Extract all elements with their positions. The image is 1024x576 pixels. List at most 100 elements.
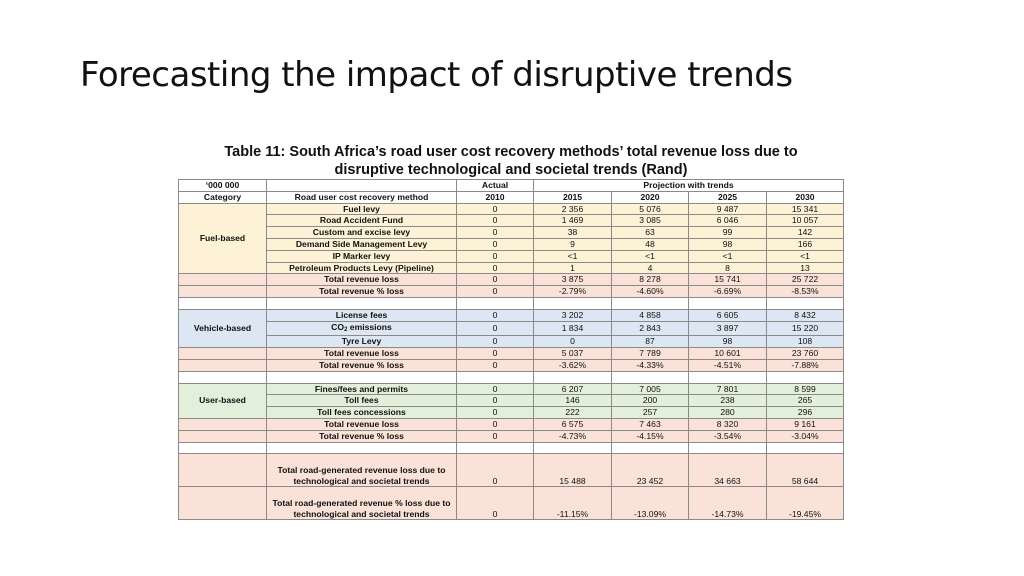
value-cell: 5 037 [533, 347, 612, 360]
method-cell: Tyre Levy [266, 335, 457, 349]
method-cell: Toll fees [266, 394, 457, 408]
header-row-1: ‘000 000 Actual Projection with trends [178, 179, 844, 192]
value-cell: 257 [611, 406, 689, 419]
value-cell: 0 [456, 226, 534, 239]
value-cell: 0 [456, 486, 534, 521]
value-cell: 7 005 [611, 382, 689, 396]
value-cell: 200 [611, 394, 689, 408]
value-cell: 48 [611, 237, 689, 251]
value-cell: 34 663 [688, 453, 767, 488]
method-cell: CO2 emissions [266, 320, 457, 337]
category-blank-cell [178, 417, 267, 431]
value-cell: 0 [456, 261, 534, 275]
value-cell: 63 [611, 226, 689, 239]
table-row: IP Marker levy 0 <1 <1 <1 <1 [178, 249, 844, 263]
value-cell: 0 [456, 335, 534, 349]
total-label: Total revenue loss [266, 417, 457, 431]
value-cell: -3.62% [533, 358, 612, 372]
header-row-2: Category Road user cost recovery method … [178, 190, 844, 204]
value-cell: 0 [456, 249, 534, 263]
value-cell: 0 [456, 308, 534, 322]
header-projection: Projection with trends [533, 179, 844, 192]
value-cell: -4.15% [611, 429, 689, 443]
value-cell: 222 [533, 406, 612, 419]
value-cell: 0 [456, 285, 534, 298]
value-cell: <1 [766, 249, 844, 263]
table-row: Vehicle-based License fees 0 3 202 4 858… [178, 308, 844, 349]
method-cell: Toll fees concessions [266, 406, 457, 419]
category-blank-cell [178, 429, 267, 443]
value-cell: 25 722 [766, 273, 844, 287]
value-cell: 7 801 [688, 382, 767, 396]
total-loss-row: Total revenue loss 0 6 575 7 463 8 320 9… [178, 417, 844, 431]
value-cell: -8.53% [766, 285, 844, 298]
value-cell: 98 [688, 237, 767, 251]
value-cell: 0 [456, 214, 534, 228]
grand-total-label: Total road-generated revenue % loss due … [266, 486, 457, 521]
value-cell: 8 278 [611, 273, 689, 287]
grand-total-loss-row: Total road-generated revenue loss due to… [178, 453, 844, 488]
value-cell: 7 789 [611, 347, 689, 360]
value-cell: 0 [456, 406, 534, 419]
revenue-loss-table: ‘000 000 Actual Projection with trends C… [178, 179, 844, 521]
value-cell: -13.09% [611, 486, 689, 521]
value-cell: 146 [533, 394, 612, 408]
table-row: Custom and excise levy 0 38 63 99 142 [178, 226, 844, 239]
total-loss-row: Total revenue loss 0 3 875 8 278 15 741 … [178, 273, 844, 287]
value-cell: 3 202 [533, 308, 612, 322]
value-cell: 0 [456, 358, 534, 372]
category-blank-cell [178, 273, 267, 287]
header-year: 2025 [688, 190, 767, 204]
header-actual: Actual [456, 179, 534, 192]
header-category: Category [178, 190, 267, 204]
value-cell: 0 [456, 453, 534, 488]
value-cell: 4 [611, 261, 689, 275]
value-cell: -4.73% [533, 429, 612, 443]
category-blank-cell [178, 453, 267, 488]
value-cell: 0 [456, 382, 534, 396]
spacer-row [178, 296, 844, 310]
value-cell: 10 057 [766, 214, 844, 228]
value-cell: 166 [766, 237, 844, 251]
value-cell: -3.54% [688, 429, 767, 443]
value-cell: 15 488 [533, 453, 612, 488]
value-cell: -14.73% [688, 486, 767, 521]
method-cell: License fees [266, 308, 457, 322]
value-cell: 9 161 [766, 417, 844, 431]
value-cell: 6 575 [533, 417, 612, 431]
value-cell: 3 897 [688, 320, 767, 337]
value-cell: -19.45% [766, 486, 844, 521]
value-cell: -3.04% [766, 429, 844, 443]
value-cell: <1 [688, 249, 767, 263]
method-cell: IP Marker levy [266, 249, 457, 263]
value-cell: -4.51% [688, 358, 767, 372]
table-row: Road Accident Fund 0 1 469 3 085 6 046 1… [178, 214, 844, 228]
value-cell: -4.33% [611, 358, 689, 372]
value-cell: 6 046 [688, 214, 767, 228]
table-row: Petroleum Products Levy (Pipeline) 0 1 4… [178, 261, 844, 275]
spacer-row [178, 441, 844, 455]
method-cell: Fines/fees and permits [266, 382, 457, 396]
value-cell: 58 644 [766, 453, 844, 488]
value-cell: 3 875 [533, 273, 612, 287]
category-user-based: User-based [178, 382, 267, 419]
table-row: Demand Side Management Levy 0 9 48 98 16… [178, 237, 844, 251]
value-cell: 8 432 [766, 308, 844, 322]
table-row: User-based Fines/fees and permits 0 6 20… [178, 382, 844, 419]
total-pct-row: Total revenue % loss 0 -3.62% -4.33% -4.… [178, 358, 844, 372]
value-cell: 238 [688, 394, 767, 408]
value-cell: 0 [456, 347, 534, 360]
total-loss-row: Total revenue loss 0 5 037 7 789 10 601 … [178, 347, 844, 360]
category-blank-cell [178, 486, 267, 521]
value-cell: 15 341 [766, 202, 844, 216]
category-fuel-based: Fuel-based [178, 202, 267, 275]
header-year: 2015 [533, 190, 612, 204]
grand-total-pct-row: Total road-generated revenue % loss due … [178, 486, 844, 521]
total-label: Total revenue % loss [266, 429, 457, 443]
value-cell: 0 [456, 273, 534, 287]
method-cell: Petroleum Products Levy (Pipeline) [266, 261, 457, 275]
value-cell: 0 [456, 417, 534, 431]
total-label: Total revenue loss [266, 347, 457, 360]
value-cell: 8 320 [688, 417, 767, 431]
value-cell: 142 [766, 226, 844, 239]
